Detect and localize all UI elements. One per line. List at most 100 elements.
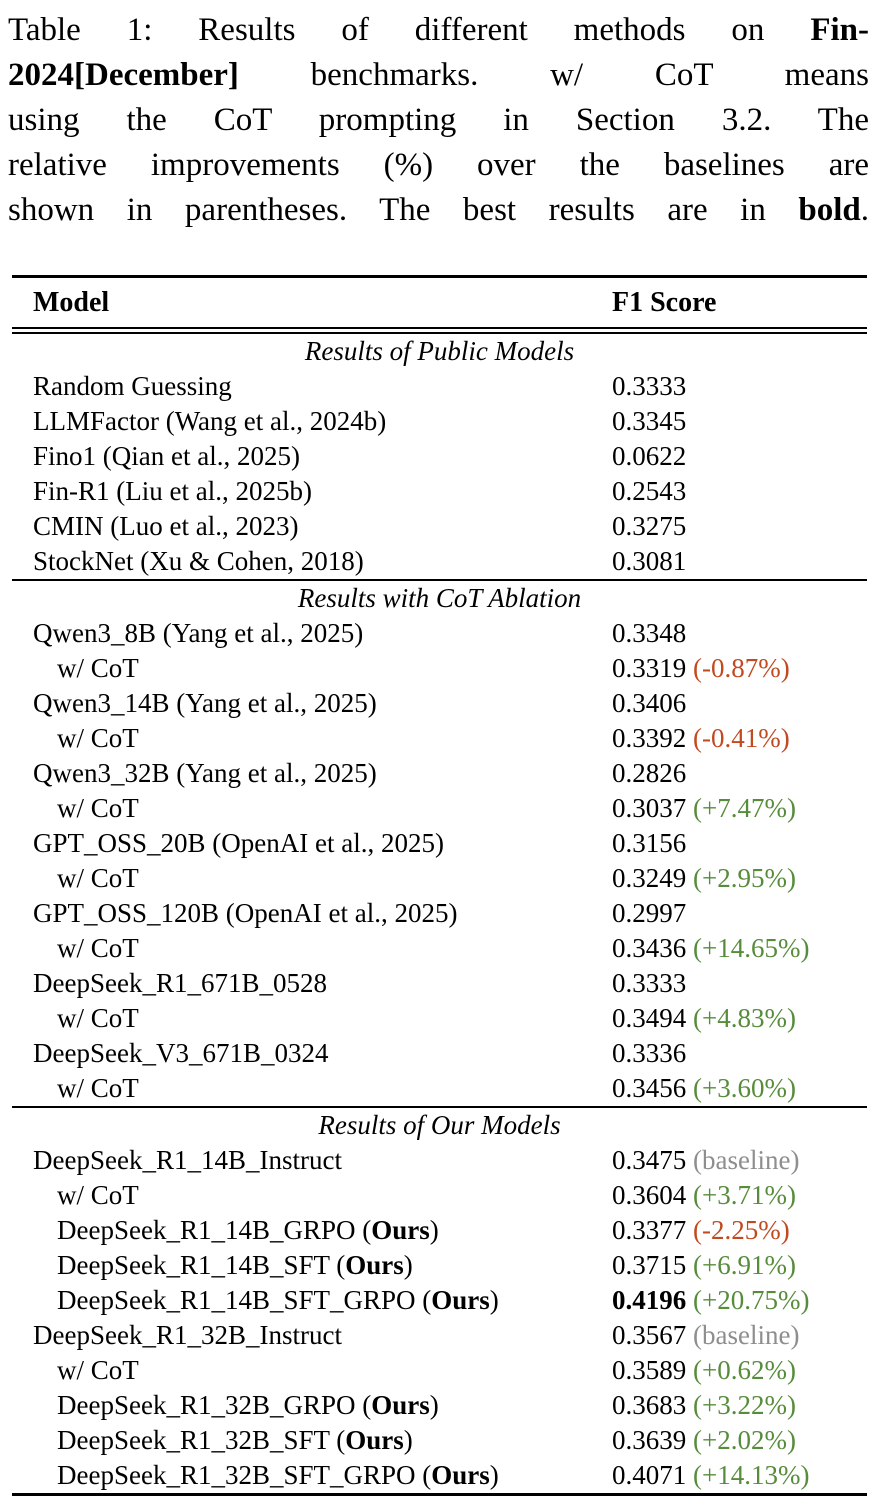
table-row: DeepSeek_R1_14B_GRPO (Ours) 0.3377 (-2.25… [12,1213,867,1248]
model-cell: DeepSeek_V3_671B_0324 [33,1038,329,1068]
model-cell: Fin-R1 (Liu et al., 2025b) [33,476,312,506]
f1-score-cell: 0.2543 [612,476,687,506]
f1-score-cell: 0.3336 [612,1038,687,1068]
relative-improvement-note: (+7.47%) [693,793,796,823]
f1-score-cell: 0.3589 (+0.62%) [612,1355,796,1385]
table-row: LLMFactor (Wang et al., 2024b) 0.3345 [12,404,867,439]
relative-improvement-note: (baseline) [693,1145,800,1175]
f1-score-cell: 0.2826 [612,758,687,788]
model-cell: CMIN (Luo et al., 2023) [33,511,299,541]
model-cell: DeepSeek_R1_14B_Instruct [33,1145,342,1175]
f1-score-cell: 0.3639 (+2.02%) [612,1425,796,1455]
section-title: Results of Our Models [318,1110,561,1140]
f1-score-cell: 0.3715 (+6.91%) [612,1250,796,1280]
relative-improvement-note: (+4.83%) [693,1003,796,1033]
table-row: CMIN (Luo et al., 2023) 0.3275 [12,509,867,544]
table-row: w/ CoT 0.3494 (+4.83%) [12,1001,867,1036]
model-cell: DeepSeek_R1_671B_0528 [33,968,327,998]
relative-improvement-note: (+0.62%) [693,1355,796,1385]
model-cell: DeepSeek_R1_32B_SFT_GRPO (Ours) [57,1460,499,1490]
table-row: DeepSeek_R1_14B_SFT_GRPO (Ours) 0.4196 (+… [12,1283,867,1318]
model-cell: Qwen3_8B (Yang et al., 2025) [33,618,364,648]
table-top-rule [12,275,867,278]
caption-line: Table 1: Results of different methods on… [8,12,869,48]
model-cell: Random Guessing [33,371,232,401]
f1-score-cell: 0.3333 [612,371,687,401]
model-cell: DeepSeek_R1_14B_GRPO (Ours) [57,1215,439,1245]
table-row: Fino1 (Qian et al., 2025) 0.0622 [12,439,867,474]
f1-score-cell: 0.3567 (baseline) [612,1320,800,1350]
header-double-rule [12,327,867,334]
table-row: w/ CoT 0.3249 (+2.95%) [12,861,867,896]
table-row: DeepSeek_R1_671B_0528 0.3333 [12,966,867,1001]
table-row: GPT_OSS_20B (OpenAI et al., 2025) 0.3156 [12,826,867,861]
model-cell: DeepSeek_R1_32B_Instruct [33,1320,342,1350]
model-cell: GPT_OSS_20B (OpenAI et al., 2025) [33,828,444,858]
f1-score-cell: 0.3348 [612,618,687,648]
table-caption: Table 1: Results of different methods on… [0,0,879,233]
model-cell: w/ CoT [57,1073,139,1103]
table-row: DeepSeek_R1_32B_SFT_GRPO (Ours) 0.4071 (+… [12,1458,867,1493]
f1-score-cell: 0.3275 [612,511,687,541]
model-cell: w/ CoT [57,723,139,753]
column-header-f1-score: F1 Score [612,287,717,318]
f1-score-cell: 0.3456 (+3.60%) [612,1073,796,1103]
model-cell: w/ CoT [57,863,139,893]
table-header-row: Model F1 Score [12,278,867,327]
f1-score-cell: 0.3475 (baseline) [612,1145,800,1175]
table-row: w/ CoT 0.3436 (+14.65%) [12,931,867,966]
section-divider-rule [12,1106,867,1108]
f1-score-cell: 0.3156 [612,828,687,858]
model-cell: w/ CoT [57,1180,139,1210]
f1-score-cell: 0.3377 (-2.25%) [612,1215,790,1245]
model-cell: LLMFactor (Wang et al., 2024b) [33,406,387,436]
model-cell: DeepSeek_R1_14B_SFT (Ours) [57,1250,413,1280]
table-row: w/ CoT 0.3589 (+0.62%) [12,1353,867,1388]
model-cell: w/ CoT [57,793,139,823]
relative-improvement-note: (+3.71%) [693,1180,796,1210]
relative-improvement-note: (+14.13%) [693,1460,810,1490]
table-row: w/ CoT 0.3319 (-0.87%) [12,651,867,686]
f1-score-cell: 0.4196 (+20.75%) [612,1285,810,1315]
f1-score-cell: 0.3494 (+4.83%) [612,1003,796,1033]
f1-score-cell: 0.3081 [612,546,687,576]
relative-improvement-note: (+6.91%) [693,1250,796,1280]
table-row: w/ CoT 0.3604 (+3.71%) [12,1178,867,1213]
table-row: w/ CoT 0.3392 (-0.41%) [12,721,867,756]
table-row: GPT_OSS_120B (OpenAI et al., 2025) 0.2997 [12,896,867,931]
table-row: DeepSeek_R1_14B_SFT (Ours) 0.3715 (+6.91%… [12,1248,867,1283]
table-row: Qwen3_32B (Yang et al., 2025) 0.2826 [12,756,867,791]
model-cell: Fino1 (Qian et al., 2025) [33,441,300,471]
f1-score-cell: 0.4071 (+14.13%) [612,1460,810,1490]
model-cell: w/ CoT [57,1003,139,1033]
model-cell: Qwen3_14B (Yang et al., 2025) [33,688,377,718]
f1-score-cell: 0.3392 (-0.41%) [612,723,790,753]
table-row: w/ CoT 0.3456 (+3.60%) [12,1071,867,1106]
table-row: DeepSeek_R1_32B_GRPO (Ours) 0.3683 (+3.22… [12,1388,867,1423]
model-cell: StockNet (Xu & Cohen, 2018) [33,546,364,576]
table-row: DeepSeek_R1_32B_SFT (Ours) 0.3639 (+2.02%… [12,1423,867,1458]
caption-line: 2024[December] benchmarks. w/ CoT means [8,57,869,93]
caption-line: relative improvements (%) over the basel… [8,147,869,183]
column-header-model: Model [33,287,110,318]
section-title: Results with CoT Ablation [297,583,582,613]
relative-improvement-note: (-0.41%) [693,723,790,753]
f1-score-cell: 0.2997 [612,898,687,928]
table-bottom-rule [12,1493,867,1496]
section-title: Results of Public Models [304,336,575,366]
relative-improvement-note: (+20.75%) [693,1285,810,1315]
results-table-body: Results of Public Models Random Guessing 0… [12,334,867,1493]
section-divider-rule [12,579,867,581]
model-cell: w/ CoT [57,653,139,683]
model-cell: Qwen3_32B (Yang et al., 2025) [33,758,377,788]
table-row: Fin-R1 (Liu et al., 2025b) 0.2543 [12,474,867,509]
f1-score-cell: 0.3249 (+2.95%) [612,863,796,893]
model-cell: w/ CoT [57,1355,139,1385]
relative-improvement-note: (+2.02%) [693,1425,796,1455]
f1-score-cell: 0.3345 [612,406,687,436]
table-row: DeepSeek_R1_32B_Instruct 0.3567 (baseline… [12,1318,867,1353]
table-row: StockNet (Xu & Cohen, 2018) 0.3081 [12,544,867,579]
model-cell: DeepSeek_R1_32B_GRPO (Ours) [57,1390,439,1420]
f1-score-cell: 0.0622 [612,441,687,471]
f1-score-cell: 0.3604 (+3.71%) [612,1180,796,1210]
